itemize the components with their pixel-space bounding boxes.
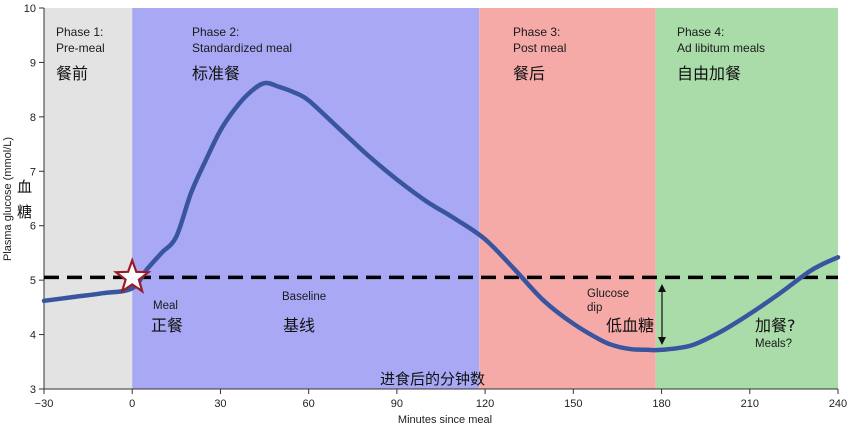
- x-axis-label: Minutes since meal: [398, 414, 492, 426]
- meal-label-cn: 正餐: [151, 316, 183, 335]
- phase-titles: Phase 1: Pre-meal 餐前 Phase 2: Standardiz…: [56, 25, 765, 83]
- y-tick-label: 8: [30, 112, 36, 124]
- phase-band-4: [655, 8, 838, 389]
- glucose-dip-label-cn: 低血糖: [606, 316, 654, 335]
- annotations: Meal 正餐 Baseline 基线 Glucose dip 低血糖 加餐? …: [151, 288, 796, 350]
- x-tick-label: 120: [476, 398, 494, 410]
- y-axis: 3 4 5 6 7 8 9 10: [24, 3, 45, 396]
- x-tick-label: 0: [129, 398, 135, 410]
- x-axis: −30 0 30 60 90 120 150 180 210 240: [35, 388, 847, 410]
- phase-4-title-line1: Phase 4:: [677, 25, 724, 39]
- glucose-dip-arrow: [658, 284, 666, 345]
- phase-band-3: [479, 8, 656, 389]
- y-tick-label: 9: [30, 57, 36, 69]
- x-tick-label: 240: [829, 398, 847, 410]
- y-tick-label: 7: [30, 166, 36, 178]
- x-tick-label: 60: [303, 398, 315, 410]
- y-tick-label: 4: [30, 330, 36, 342]
- phase-1-label-cn: 餐前: [56, 64, 88, 83]
- y-axis-label-cn-2: 糖: [17, 203, 32, 221]
- baseline-label-en: Baseline: [282, 291, 326, 303]
- phase-1-title-line1: Phase 1:: [56, 25, 103, 39]
- y-tick-label: 6: [30, 221, 36, 233]
- baseline-label-cn: 基线: [283, 316, 315, 335]
- phase-3-label-cn: 餐后: [513, 64, 545, 83]
- y-tick-label: 5: [30, 275, 36, 287]
- meals-question-en: Meals?: [755, 338, 792, 350]
- y-tick-label: 10: [24, 3, 36, 15]
- phase-4-title-line2: Ad libitum meals: [677, 41, 765, 55]
- glucose-curve: [41, 80, 841, 353]
- phase-1-title-line2: Pre-meal: [56, 41, 105, 55]
- phase-band-1: [44, 8, 133, 389]
- phase-2-label-cn: 标准餐: [192, 64, 240, 83]
- x-tick-label: 180: [652, 398, 670, 410]
- meal-label-en: Meal: [153, 300, 178, 312]
- phase-2-title-line2: Standardized meal: [192, 41, 292, 55]
- meals-question-cn: 加餐?: [755, 316, 796, 335]
- meal-star-icon: [113, 257, 152, 294]
- x-tick-label: 210: [741, 398, 759, 410]
- phase-4-label-cn: 自由加餐: [677, 64, 741, 83]
- x-tick-label: 90: [391, 398, 403, 410]
- glucose-dip-line1: Glucose: [587, 288, 629, 300]
- phase-3-title-line1: Phase 3:: [513, 25, 560, 39]
- x-tick-label: 30: [214, 398, 226, 410]
- glucose-dip-line2: dip: [587, 302, 602, 314]
- y-axis-label: Plasma glucose (mmol/L): [2, 137, 14, 261]
- x-tick-label: 150: [564, 398, 582, 410]
- x-tick-label: −30: [35, 398, 54, 410]
- y-tick-label: 3: [30, 384, 36, 396]
- y-axis-label-cn-1: 血: [17, 178, 32, 196]
- phase-2-title-line1: Phase 2:: [192, 25, 239, 39]
- x-axis-label-cn: 进食后的分钟数: [380, 370, 485, 388]
- phase-3-title-line2: Post meal: [513, 41, 566, 55]
